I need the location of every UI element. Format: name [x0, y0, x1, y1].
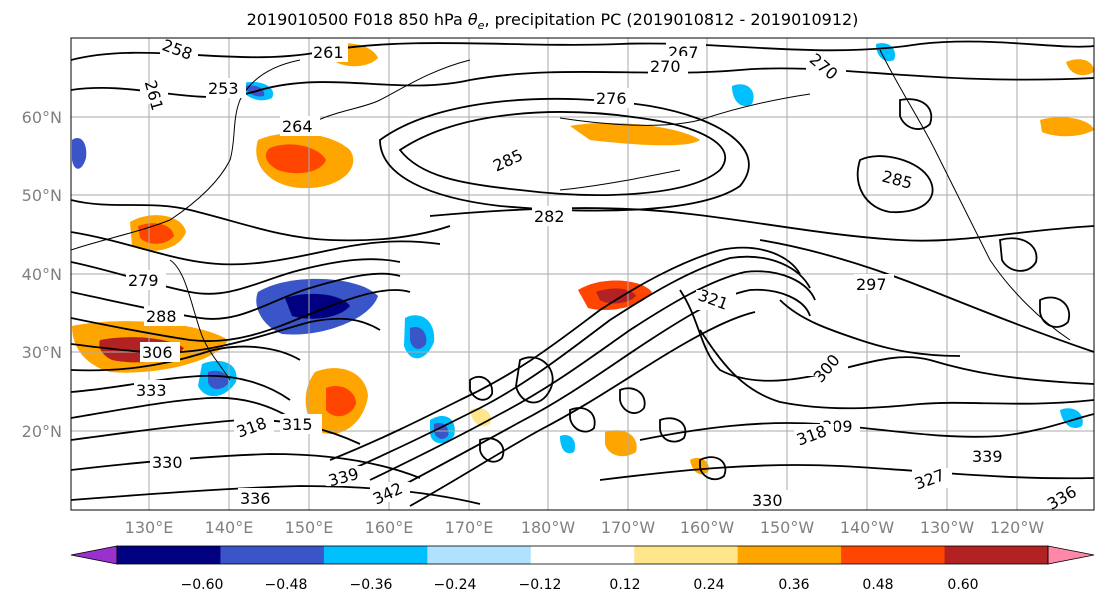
- contour-label: 315: [282, 415, 313, 434]
- lat-label: 60°N: [22, 108, 62, 127]
- contour-label: 270: [650, 57, 681, 76]
- shade-patch: [732, 84, 754, 106]
- lon-label: 170°W: [601, 518, 656, 537]
- shade-patch: [596, 288, 636, 304]
- colorbar-segment: [841, 546, 946, 564]
- shade-patch: [605, 430, 637, 457]
- contour-label: 333: [136, 381, 167, 400]
- contour-label: 264: [282, 117, 313, 136]
- lon-label: 150°E: [285, 518, 334, 537]
- contour-label: 306: [142, 343, 173, 362]
- contour-label: 253: [208, 79, 239, 98]
- lat-label: 20°N: [22, 422, 62, 441]
- contour-label: 261: [313, 43, 344, 62]
- lon-label: 140°W: [840, 518, 895, 537]
- colorbar-segment: [737, 546, 842, 564]
- shade-patch: [72, 138, 87, 169]
- contour-label: 288: [146, 307, 177, 326]
- contour-label: 282: [534, 207, 565, 226]
- colorbar-segment: [117, 546, 221, 564]
- title-suffix: , precipitation PC (2019010812 - 2019010…: [484, 10, 859, 29]
- contour-label: 336: [240, 489, 271, 508]
- colorbar-tick-label: −0.48: [265, 577, 308, 593]
- graticule: [71, 38, 1094, 510]
- plot-title: 2019010500 F018 850 hPa θe, precipitatio…: [0, 10, 1105, 32]
- contour-label: 297: [856, 275, 887, 294]
- title-prefix: 2019010500 F018 850 hPa: [246, 10, 468, 29]
- colorbar-segment: [427, 546, 532, 564]
- contour-label: 339: [972, 447, 1003, 466]
- colorbar-segment: [634, 546, 739, 564]
- colorbar: [70, 545, 1095, 565]
- colorbar-tick-label: 0.24: [693, 577, 724, 593]
- lon-label: 130°E: [125, 518, 174, 537]
- shade-patch: [1066, 59, 1094, 76]
- colorbar-tick-label: −0.12: [519, 577, 562, 593]
- lon-label: 160°E: [365, 518, 414, 537]
- lat-labels: 60°N 50°N 40°N 30°N 20°N: [22, 108, 62, 441]
- lon-labels: 130°E 140°E 150°E 160°E 170°E 180°W 170°…: [125, 518, 1045, 537]
- lon-label: 170°E: [445, 518, 494, 537]
- colorbar-extend-max: [1047, 545, 1095, 565]
- shade-patch: [326, 385, 356, 417]
- lat-label: 30°N: [22, 343, 62, 362]
- contour-label: 276: [596, 89, 627, 108]
- lon-label: 180°W: [521, 518, 576, 537]
- coastlines: [71, 49, 1071, 381]
- colorbar-extend-min: [70, 545, 118, 565]
- colorbar-tick-labels: −0.60 −0.48 −0.36 −0.24 −0.12 0.12 0.24 …: [181, 577, 979, 593]
- lon-label: 160°W: [680, 518, 735, 537]
- shade-patch: [570, 122, 700, 146]
- colorbar-tick-label: 0.60: [947, 577, 978, 593]
- colorbar-segment: [530, 546, 635, 564]
- shade-patch: [560, 434, 576, 454]
- theta-subscript: e: [477, 19, 485, 33]
- shade-patch: [265, 144, 326, 174]
- contour-label: 279: [128, 271, 159, 290]
- colorbar-segment: [944, 546, 1049, 564]
- lat-label: 40°N: [22, 265, 62, 284]
- shade-patch: [1060, 408, 1083, 429]
- shade-patch: [410, 326, 427, 349]
- lon-label: 150°W: [760, 518, 815, 537]
- colorbar-outline: [116, 545, 1049, 565]
- contour-label: 330: [752, 491, 783, 510]
- contour-label: 330: [152, 453, 183, 472]
- colorbar-tick-label: −0.60: [181, 577, 224, 593]
- colorbar-tick-label: −0.24: [434, 577, 477, 593]
- map-frame: [70, 37, 1095, 511]
- colorbar-tick-label: 0.36: [778, 577, 809, 593]
- lon-label: 140°E: [205, 518, 254, 537]
- shade-patch: [1040, 117, 1094, 137]
- colorbar-segment: [323, 546, 428, 564]
- colorbar-segment: [220, 546, 325, 564]
- lon-label: 130°W: [920, 518, 975, 537]
- colorbar-tick-label: −0.36: [350, 577, 393, 593]
- colorbar-tick-label: 0.48: [862, 577, 893, 593]
- lon-label: 120°W: [990, 518, 1045, 537]
- colorbar-tick-label: 0.12: [609, 577, 640, 593]
- lat-label: 50°N: [22, 186, 62, 205]
- shade-patch: [285, 293, 350, 319]
- theta-symbol: θ: [467, 10, 478, 29]
